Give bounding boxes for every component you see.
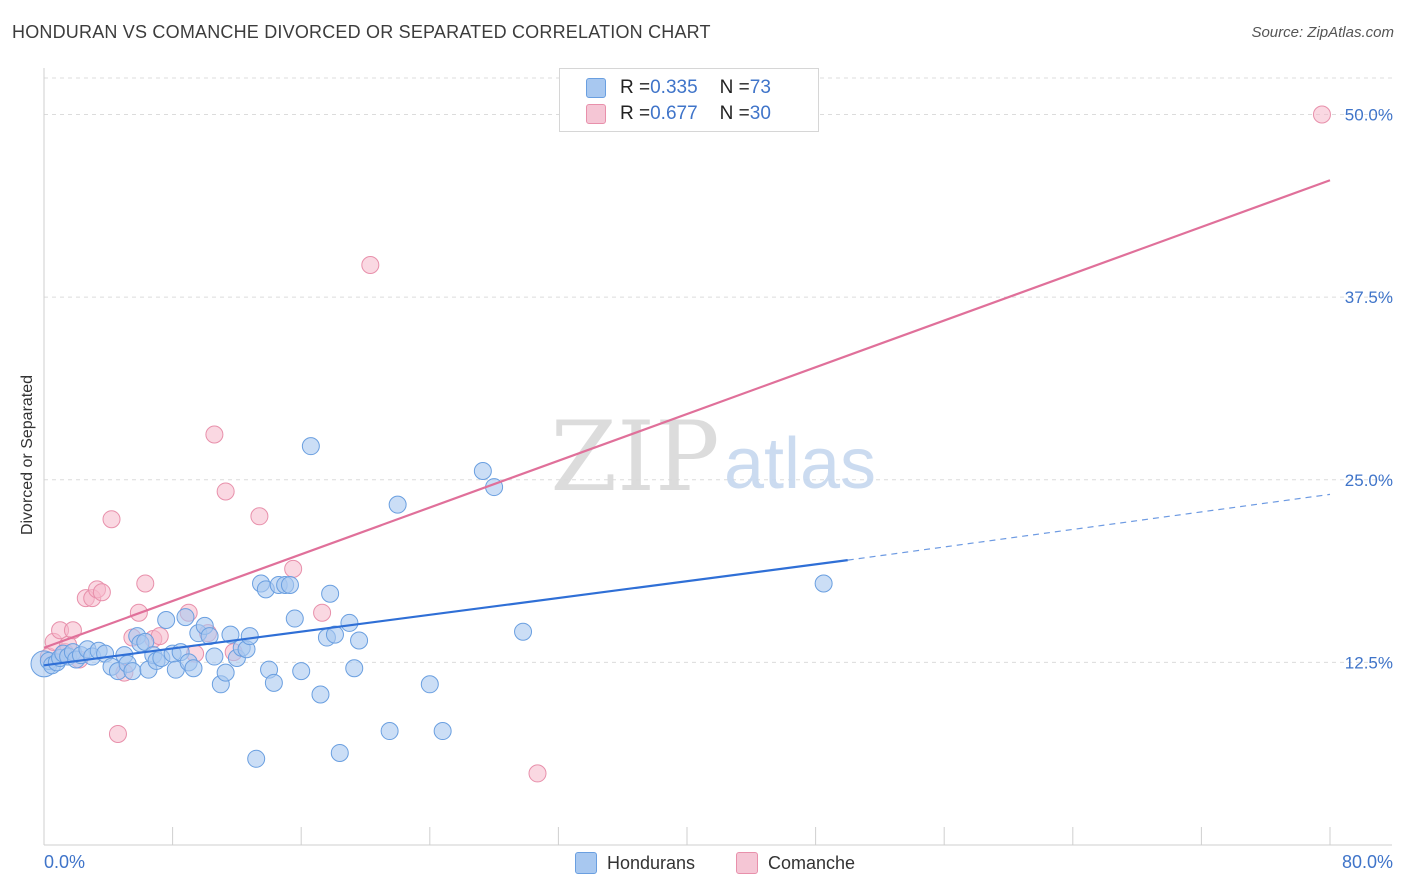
legend: R = 0.335 N = 73 R = 0.677 N = 30 (559, 68, 819, 132)
hondurans-point (433, 722, 452, 741)
comanche-point (1312, 105, 1331, 124)
hondurans-point (176, 608, 195, 627)
trend-lines (43, 179, 1331, 667)
y-tick-labels: 12.5% 25.0% 37.5% 50.0% (1345, 106, 1393, 673)
hondurans-point (388, 495, 407, 514)
hondurans-label: Hondurans (607, 852, 696, 873)
hondurans-point (473, 461, 492, 480)
legend-r-label: R = (620, 103, 651, 124)
comanche-point (361, 256, 380, 275)
comanche-point (250, 507, 269, 526)
hondurans-point (311, 685, 330, 704)
legend-n-value: 73 (749, 77, 771, 98)
hondurans-point (285, 609, 304, 628)
comanche-point (102, 510, 121, 529)
comanche-label: Comanche (768, 852, 856, 873)
comanche-trend-line (43, 179, 1331, 649)
hondurans-point (264, 673, 283, 692)
hondurans-point (184, 659, 203, 678)
hondurans-point (330, 743, 349, 762)
comanche-point (216, 482, 235, 501)
legend-r-value: 0.335 (650, 77, 698, 98)
comanche-point (205, 425, 224, 444)
hondurans-point (814, 574, 833, 593)
hondurans-point (240, 627, 259, 646)
comanche-swatch (736, 852, 758, 874)
x-tick-max: 80.0% (1341, 852, 1393, 872)
chart-title: HONDURAN VS COMANCHE DIVORCED OR SEPARAT… (12, 22, 711, 42)
y-tick-label: 12.5% (1345, 653, 1393, 672)
x-tick-min: 0.0% (44, 852, 86, 872)
comanche-point (528, 764, 547, 783)
legend-row-comanche: R = 0.677 N = 30 (586, 103, 771, 125)
hondurans-point (340, 613, 359, 632)
hondurans-point (216, 663, 235, 682)
watermark: ZIP atlas (550, 401, 876, 513)
legend-r-value: 0.677 (650, 103, 698, 124)
watermark-atlas: atlas (724, 424, 876, 504)
hondurans-point (345, 659, 364, 678)
hondurans-point (157, 611, 176, 630)
hondurans-point (205, 647, 224, 666)
hondurans-point (221, 625, 240, 644)
hondurans-point (292, 662, 311, 681)
source-label: Source: ZipAtlas.com (1251, 24, 1394, 41)
legend-r-label: R = (620, 77, 651, 98)
hondurans-point (420, 675, 439, 694)
legend-swatch-pink (586, 104, 606, 124)
y-tick-label: 25.0% (1345, 471, 1393, 490)
axes (43, 68, 1392, 846)
watermark-zip: ZIP (550, 401, 719, 513)
legend-swatch-blue (586, 78, 606, 98)
hondurans-point (321, 584, 340, 603)
y-tick-label: 37.5% (1345, 288, 1393, 307)
legend-n-label: N = (719, 77, 750, 98)
hondurans-point (380, 722, 399, 741)
hondurans-trend-extension (847, 493, 1331, 561)
hondurans-point (514, 622, 533, 641)
comanche-point (313, 603, 332, 622)
hondurans-point (136, 632, 155, 651)
comanche-point (284, 559, 303, 578)
comanche-point (63, 621, 82, 640)
bottom-legend: Hondurans Comanche (0, 852, 1406, 878)
legend-row-hondurans: R = 0.335 N = 73 (586, 77, 771, 99)
bottom-legend-hondurans: Hondurans (575, 852, 695, 874)
hondurans-swatch (575, 852, 597, 874)
comanche-point (136, 574, 155, 593)
hondurans-point (280, 575, 299, 594)
bottom-legend-comanche: Comanche (736, 852, 855, 874)
hondurans-trend-line (43, 559, 848, 667)
comanche-point (108, 724, 127, 743)
hondurans-point (350, 631, 369, 650)
comanche-point (92, 583, 111, 602)
hondurans-point (123, 662, 142, 681)
hondurans-point (247, 749, 266, 768)
hondurans-point (301, 437, 320, 456)
legend-n-value: 30 (749, 103, 771, 124)
legend-n-label: N = (719, 103, 750, 124)
y-tick-label: 50.0% (1345, 106, 1393, 125)
